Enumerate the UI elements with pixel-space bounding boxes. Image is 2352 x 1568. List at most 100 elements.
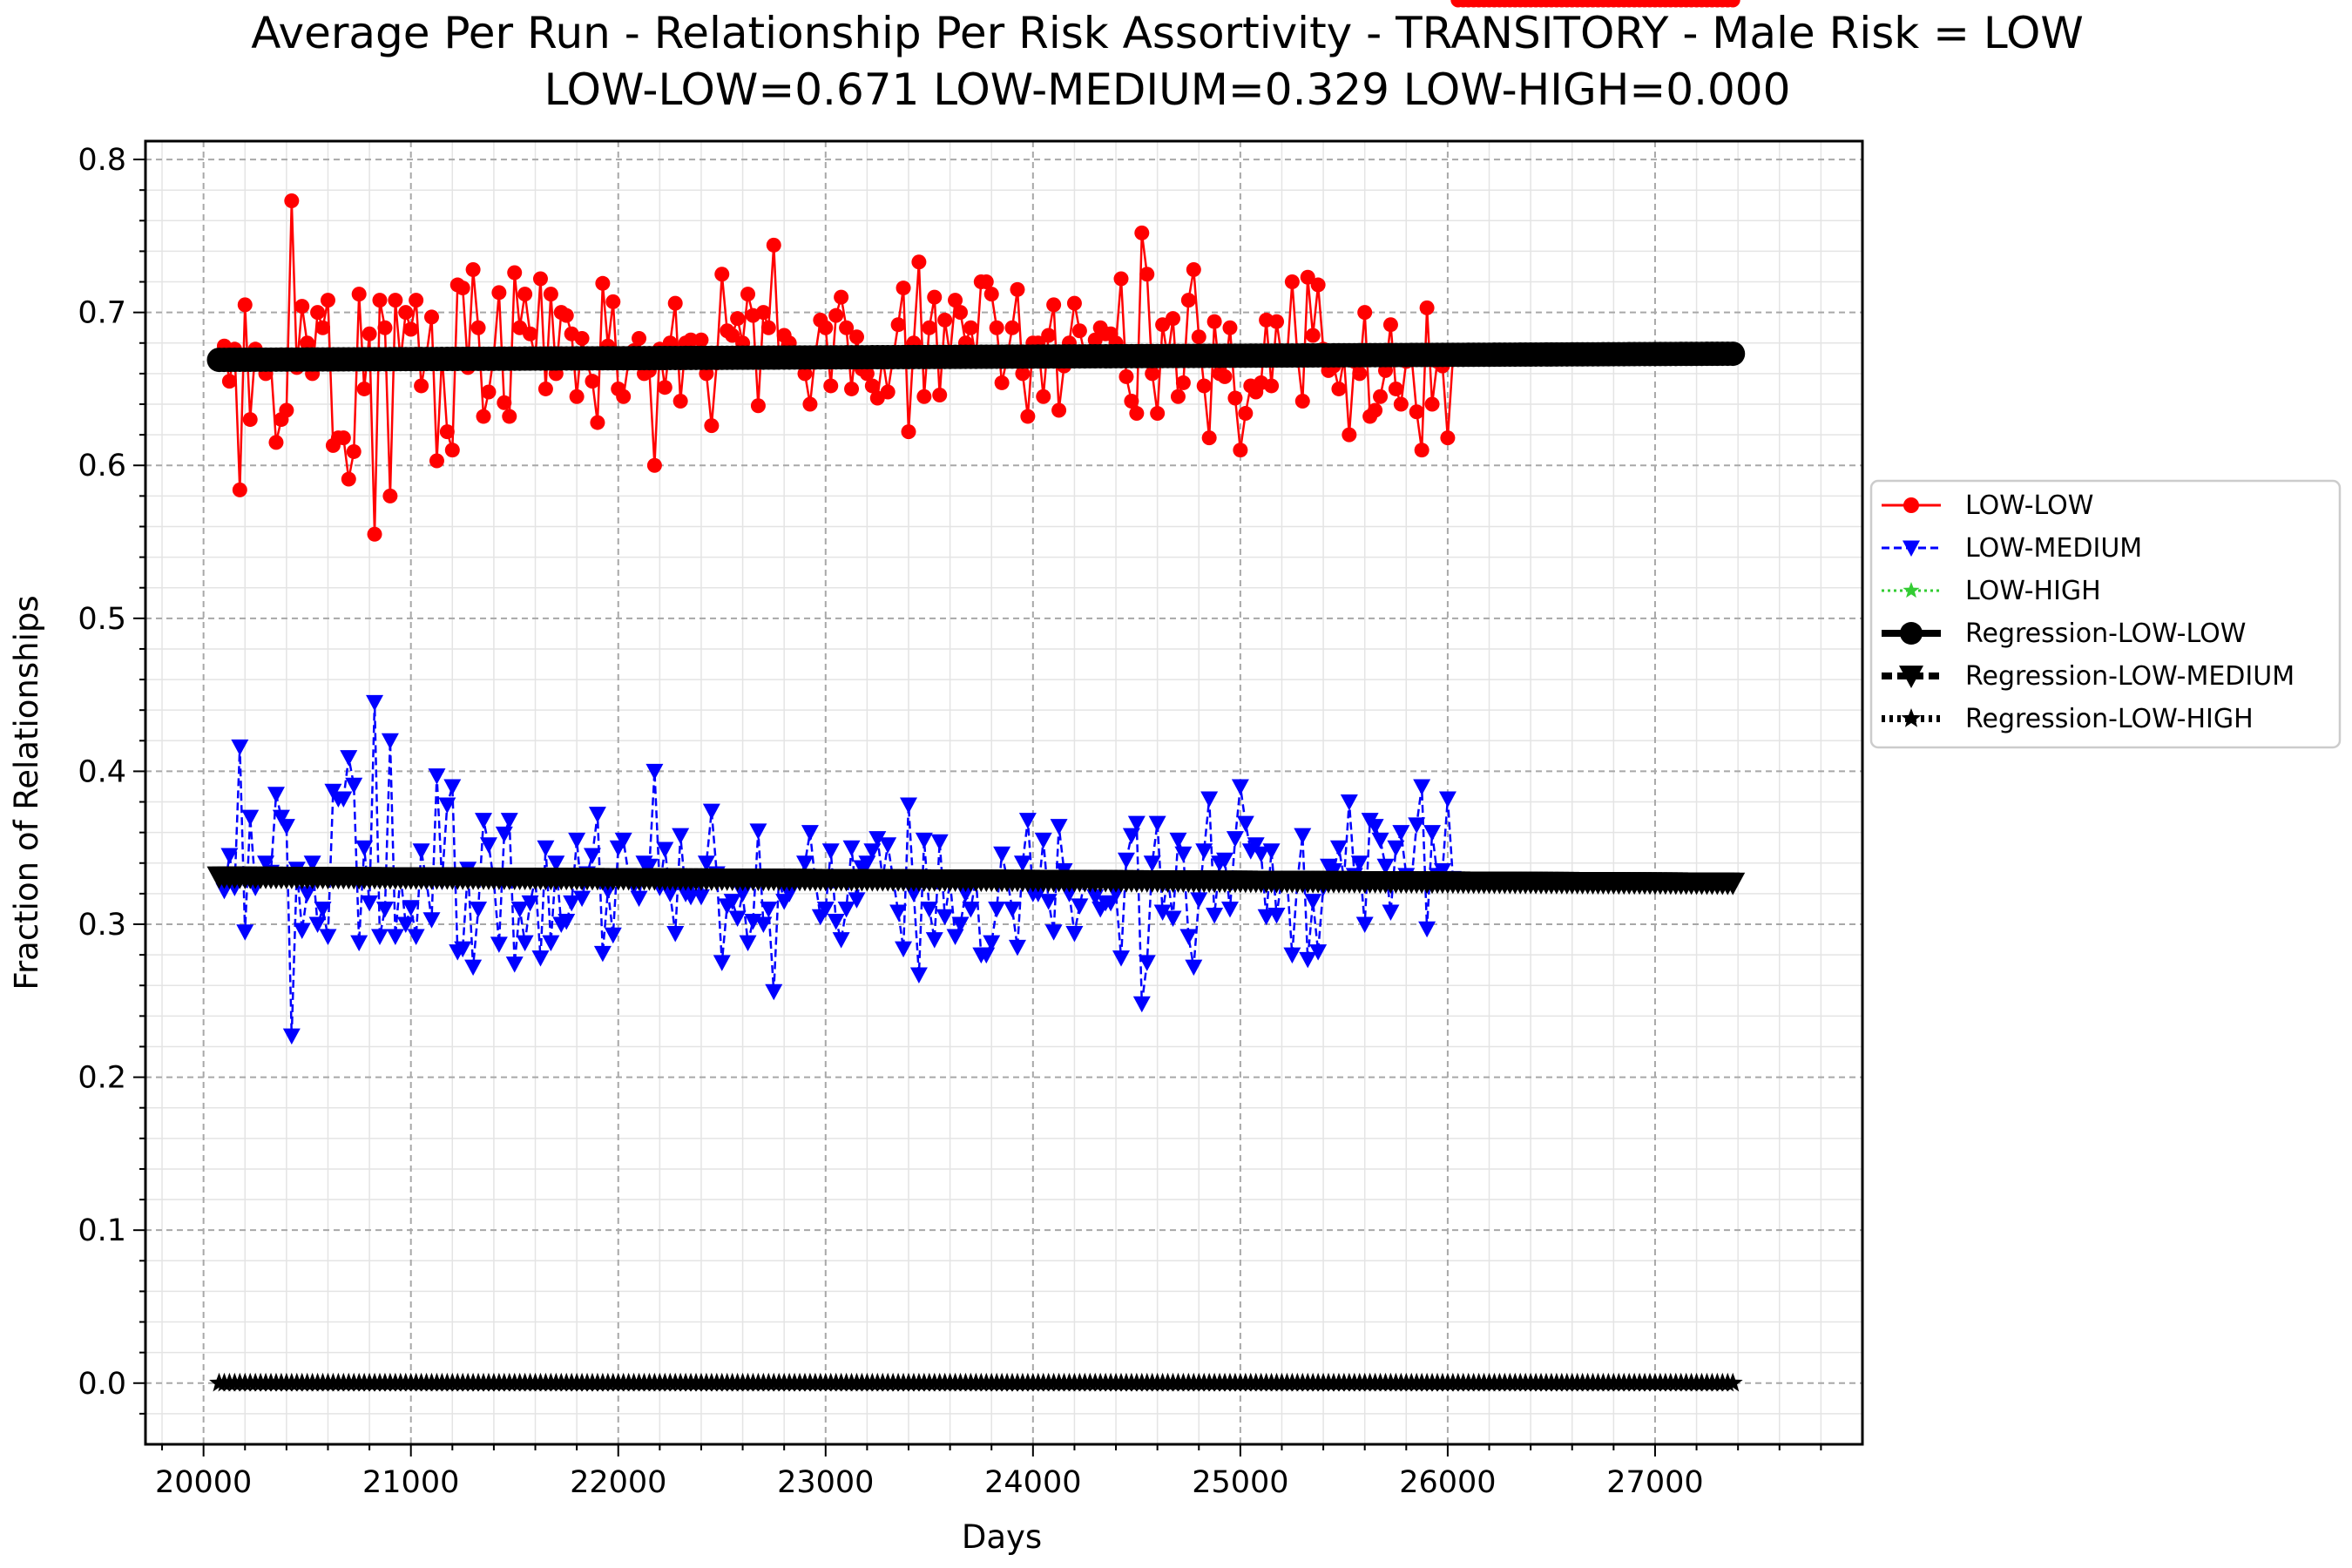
x-tick-label: 20000	[155, 1465, 252, 1500]
point-low-medium	[1008, 939, 1026, 956]
point-low-low	[590, 415, 605, 430]
point-low-low	[294, 299, 310, 314]
point-low-medium	[1216, 852, 1234, 869]
point-low-medium	[1418, 921, 1436, 938]
point-low-low	[989, 320, 1004, 335]
point-low-low	[569, 389, 585, 404]
y-tick-label: 0.6	[78, 449, 126, 483]
point-low-low	[1414, 443, 1429, 458]
point-low-low	[284, 193, 300, 208]
point-low-medium	[366, 694, 384, 712]
legend-item-regression-low-medium: Regression-LOW-MEDIUM	[1882, 661, 2295, 692]
point-low-medium	[1138, 955, 1156, 971]
legend-item-regression-low-low: Regression-LOW-LOW	[1882, 618, 2246, 649]
point-low-low	[1175, 375, 1191, 390]
point-low-low	[574, 331, 590, 347]
point-low-low	[558, 308, 574, 323]
point-low-low	[543, 287, 558, 302]
y-tick-label: 0.5	[78, 602, 126, 637]
point-low-low	[517, 287, 533, 302]
point-low-medium	[1283, 947, 1301, 964]
legend-label: LOW-LOW	[1965, 490, 2093, 521]
point-low-medium	[1179, 929, 1198, 946]
x-tick-label: 23000	[777, 1465, 874, 1500]
point-low-low	[1284, 274, 1300, 290]
point-low-low	[896, 280, 911, 296]
point-low-medium	[505, 956, 524, 973]
point-low-medium	[1065, 926, 1084, 943]
point-low-low	[502, 409, 517, 424]
point-low-low	[1331, 381, 1347, 396]
point-low-low	[1352, 366, 1368, 382]
legend-marker	[1901, 708, 1922, 727]
point-low-low	[439, 424, 455, 440]
point-low-low	[444, 443, 460, 458]
point-low-medium	[1148, 815, 1166, 833]
point-low-medium	[1195, 843, 1213, 860]
point-low-low	[382, 488, 398, 504]
x-tick-label: 25000	[1192, 1465, 1288, 1500]
point-low-medium	[895, 941, 913, 958]
point-low-low	[1388, 381, 1403, 396]
point-low-medium	[1262, 843, 1281, 860]
point-low-low	[1145, 366, 1160, 382]
point-low-low	[1440, 430, 1456, 446]
point-low-low	[839, 320, 855, 335]
point-low-medium	[1185, 959, 1203, 977]
point-low-low	[367, 526, 382, 542]
point-low-low	[616, 389, 632, 404]
point-low-low	[429, 453, 444, 469]
point-low-low	[1041, 328, 1057, 343]
point-low-low	[1373, 389, 1389, 404]
point-low-medium	[1153, 904, 1172, 921]
point-low-low	[532, 271, 548, 287]
point-low-low	[693, 332, 709, 348]
legend-item-low-high: LOW-HIGH	[1882, 576, 2101, 606]
point-low-low	[585, 374, 600, 389]
point-low-low	[279, 402, 294, 418]
legend-marker	[1900, 622, 1923, 645]
point-low-medium	[1438, 791, 1456, 808]
point-low-medium	[267, 787, 285, 803]
point-low-medium	[1309, 944, 1328, 961]
point-low-medium	[1423, 825, 1442, 841]
point-low-medium	[308, 916, 327, 934]
point-low-low	[1066, 295, 1082, 311]
legend-label: LOW-MEDIUM	[1965, 533, 2142, 564]
point-low-low	[424, 309, 439, 325]
y-tick-label: 0.8	[78, 143, 126, 178]
x-axis-label: Days	[962, 1518, 1042, 1556]
point-low-medium	[490, 936, 508, 953]
point-low-low	[646, 457, 662, 473]
point-low-medium	[879, 837, 897, 854]
point-low-medium	[1371, 832, 1389, 849]
point-low-medium	[537, 840, 555, 857]
point-low-medium	[666, 926, 685, 943]
point-low-low	[377, 320, 393, 335]
point-low-medium	[282, 1028, 301, 1045]
point-low-medium	[837, 901, 855, 918]
legend-marker	[1903, 540, 1920, 557]
point-low-medium	[656, 841, 674, 858]
point-low-medium	[1112, 950, 1130, 967]
point-low-low	[848, 329, 864, 345]
point-low-medium	[858, 855, 876, 872]
point-low-low	[537, 381, 553, 396]
point-low-low	[1150, 406, 1166, 422]
point-low-medium	[781, 886, 799, 902]
point-low-low	[760, 320, 776, 335]
point-low-medium	[604, 927, 622, 944]
point-low-low	[755, 305, 771, 321]
point-low-medium	[1004, 901, 1022, 918]
point-low-medium	[988, 901, 1006, 918]
point-low-low	[1113, 271, 1129, 287]
point-low-medium	[672, 828, 690, 845]
point-low-low	[1046, 297, 1062, 313]
point-low-low	[1310, 277, 1326, 293]
point-low-medium	[386, 929, 404, 946]
point-low-low	[1357, 305, 1373, 321]
point-low-medium	[1350, 855, 1369, 872]
legend-marker	[1903, 582, 1920, 598]
point-low-low	[1124, 393, 1139, 409]
point-low-medium	[335, 791, 353, 808]
